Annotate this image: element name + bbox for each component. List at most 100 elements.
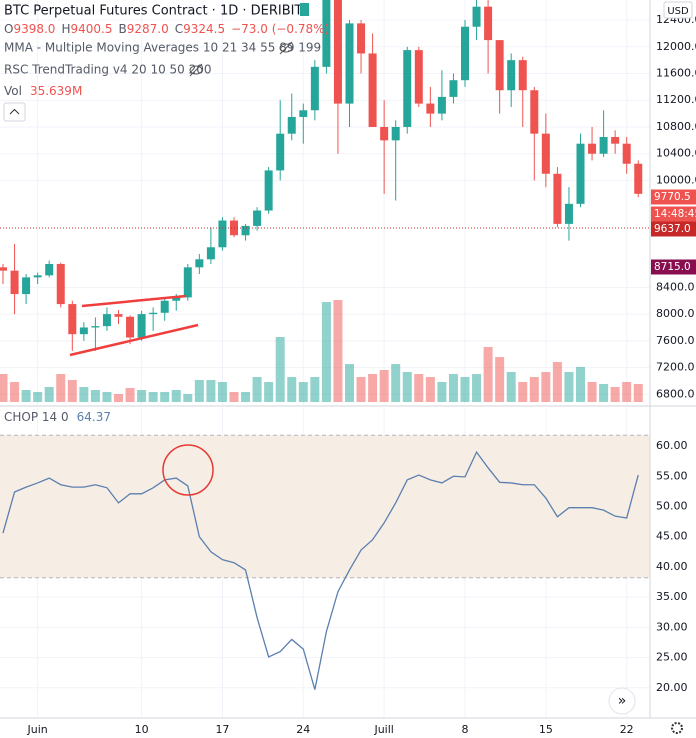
volume-bar [622, 382, 632, 402]
volume-bar [171, 389, 181, 402]
candle-body [368, 53, 377, 127]
chop-line [2, 450, 639, 690]
candle-body [599, 137, 608, 154]
ohlc-key: C [175, 22, 183, 36]
candle-body [333, 0, 342, 104]
ohlc-value: 9287.0 [127, 22, 169, 36]
volume-bar [448, 374, 458, 402]
volume-bar [414, 374, 424, 402]
eye-icon[interactable] [189, 63, 203, 77]
volume-bar [564, 372, 574, 402]
ohlc-value: 9400.5 [70, 22, 112, 36]
volume-bar [460, 377, 470, 402]
y-tick-label: 11200.0 [656, 93, 696, 106]
candle-body [357, 23, 366, 54]
price-label-bg [651, 259, 696, 275]
volume-bar [402, 372, 412, 402]
candle-body [564, 203, 573, 224]
candle-body [310, 66, 319, 111]
volume-bar [0, 374, 8, 402]
y-tick-label: 25.00 [656, 651, 688, 664]
volume-bar [552, 362, 562, 402]
ohlc-value: 9324.5 [183, 22, 225, 36]
volume-bar [529, 377, 539, 402]
x-tick-label: 10 [135, 723, 149, 736]
volume-bar [298, 382, 308, 402]
y-tick-label: 10800.0 [656, 120, 696, 133]
trend-line [69, 323, 199, 357]
volume-bar [310, 377, 320, 402]
volume-bar [587, 382, 597, 402]
candle-body [449, 80, 458, 97]
candle-body [264, 170, 273, 211]
candle-body [56, 263, 65, 305]
candle-body [10, 270, 19, 295]
candle-body [299, 110, 308, 117]
candle-body [126, 316, 135, 338]
candle-body [472, 6, 481, 27]
candle-body [495, 40, 504, 91]
candle-body [588, 143, 597, 154]
candle-body [0, 267, 7, 271]
candle-body [611, 137, 620, 144]
y-tick-label: 7200.0 [656, 361, 695, 374]
price-label: 14:48:45 [654, 208, 696, 220]
flag-icon[interactable] [300, 3, 309, 16]
y-tick-label: 7600.0 [656, 334, 695, 347]
volume-bar [495, 357, 505, 402]
candle-body [345, 23, 354, 104]
currency: USD [667, 6, 689, 17]
x-tick-label: 8 [462, 723, 469, 736]
ohlc-value: 9398.0 [13, 22, 55, 36]
candle-body [380, 126, 389, 141]
volume-bar [633, 384, 643, 402]
candle-body [79, 327, 88, 335]
volume-bar [576, 367, 585, 402]
volume-bar [217, 382, 227, 402]
currency-box[interactable]: USD [663, 1, 693, 19]
candle-body [287, 116, 296, 134]
volume-bar [90, 389, 100, 402]
candle-body [102, 314, 111, 327]
y-tick-label: 60.00 [656, 439, 688, 452]
volume-bar [21, 389, 31, 402]
candle-body [68, 304, 77, 335]
volume-bar [425, 377, 435, 402]
settings-icon[interactable] [671, 722, 683, 734]
trend-line [81, 294, 187, 308]
candle-body [195, 259, 204, 268]
price-label-bg [651, 206, 696, 222]
volume-bar [79, 387, 89, 402]
candle-body [622, 143, 631, 164]
volume-bar [264, 382, 274, 402]
candle-body [206, 247, 215, 260]
volume-bar [483, 347, 493, 402]
price-label: 9637.0 [654, 223, 691, 235]
volume-bar [114, 394, 123, 402]
volume-bar [33, 392, 43, 402]
y-tick-label: 11600.0 [656, 67, 696, 80]
candle-body [45, 263, 54, 276]
volume-bar [194, 379, 204, 402]
volume-bar [10, 382, 20, 402]
volume-bar [379, 369, 389, 402]
volume-bar [599, 384, 609, 402]
volume-bar [472, 374, 482, 402]
candle-body [484, 6, 493, 41]
y-tick-label: 12000.0 [656, 40, 696, 53]
volume-bar [518, 382, 528, 402]
scroll-button[interactable]: » [608, 687, 636, 715]
volume-bar [148, 392, 158, 402]
x-tick-label: 17 [215, 723, 229, 736]
svg-text:»: » [618, 693, 627, 709]
collapse-button[interactable] [3, 102, 26, 122]
candle-body [276, 133, 285, 171]
volume-bar [610, 387, 620, 402]
candle-body [149, 312, 158, 315]
y-tick-label: 30.00 [656, 620, 688, 633]
ohlc-change: −73.0 (−0.78%) [231, 22, 329, 36]
band [0, 435, 650, 578]
eye-icon[interactable] [279, 41, 293, 55]
volume-bar [44, 387, 54, 402]
y-tick-label: 40.00 [656, 560, 688, 573]
